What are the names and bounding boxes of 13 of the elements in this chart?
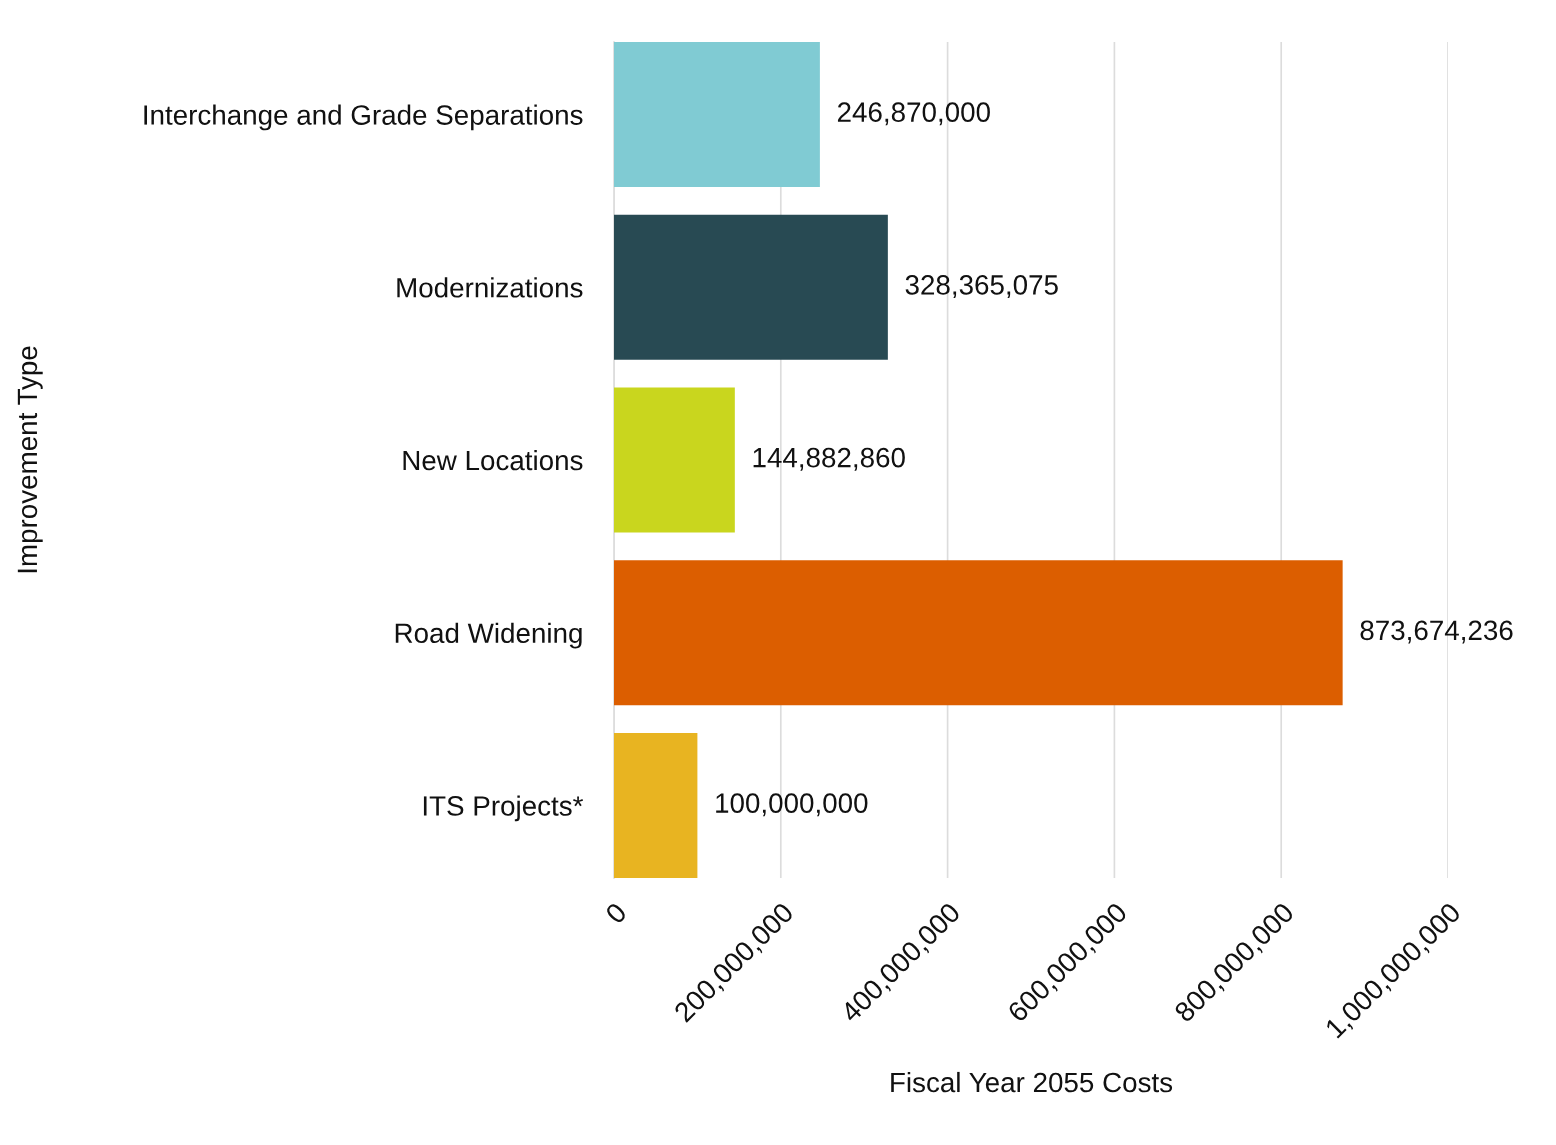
data-label: 100,000,000 (716, 793, 868, 817)
x-tick-label: 0 (604, 901, 628, 925)
y-axis-title: Improvement Type (17, 346, 43, 573)
y-tick-label: Modernizations (397, 277, 583, 298)
data-label: 328,365,075 (905, 275, 1058, 299)
data-label: 873,674,236 (1360, 620, 1513, 644)
data-label: 246,870,000 (837, 102, 990, 126)
y-tick-label: Road Widening (395, 622, 582, 649)
x-axis-title: Fiscal Year 2055 Costs (891, 1071, 1173, 1093)
data-label: 144,882,860 (753, 447, 905, 471)
y-tick-label: ITS Projects* (423, 795, 584, 822)
y-tick-label: Interchange and Grade Separations (144, 104, 583, 131)
y-tick-label: New Locations (403, 449, 583, 471)
